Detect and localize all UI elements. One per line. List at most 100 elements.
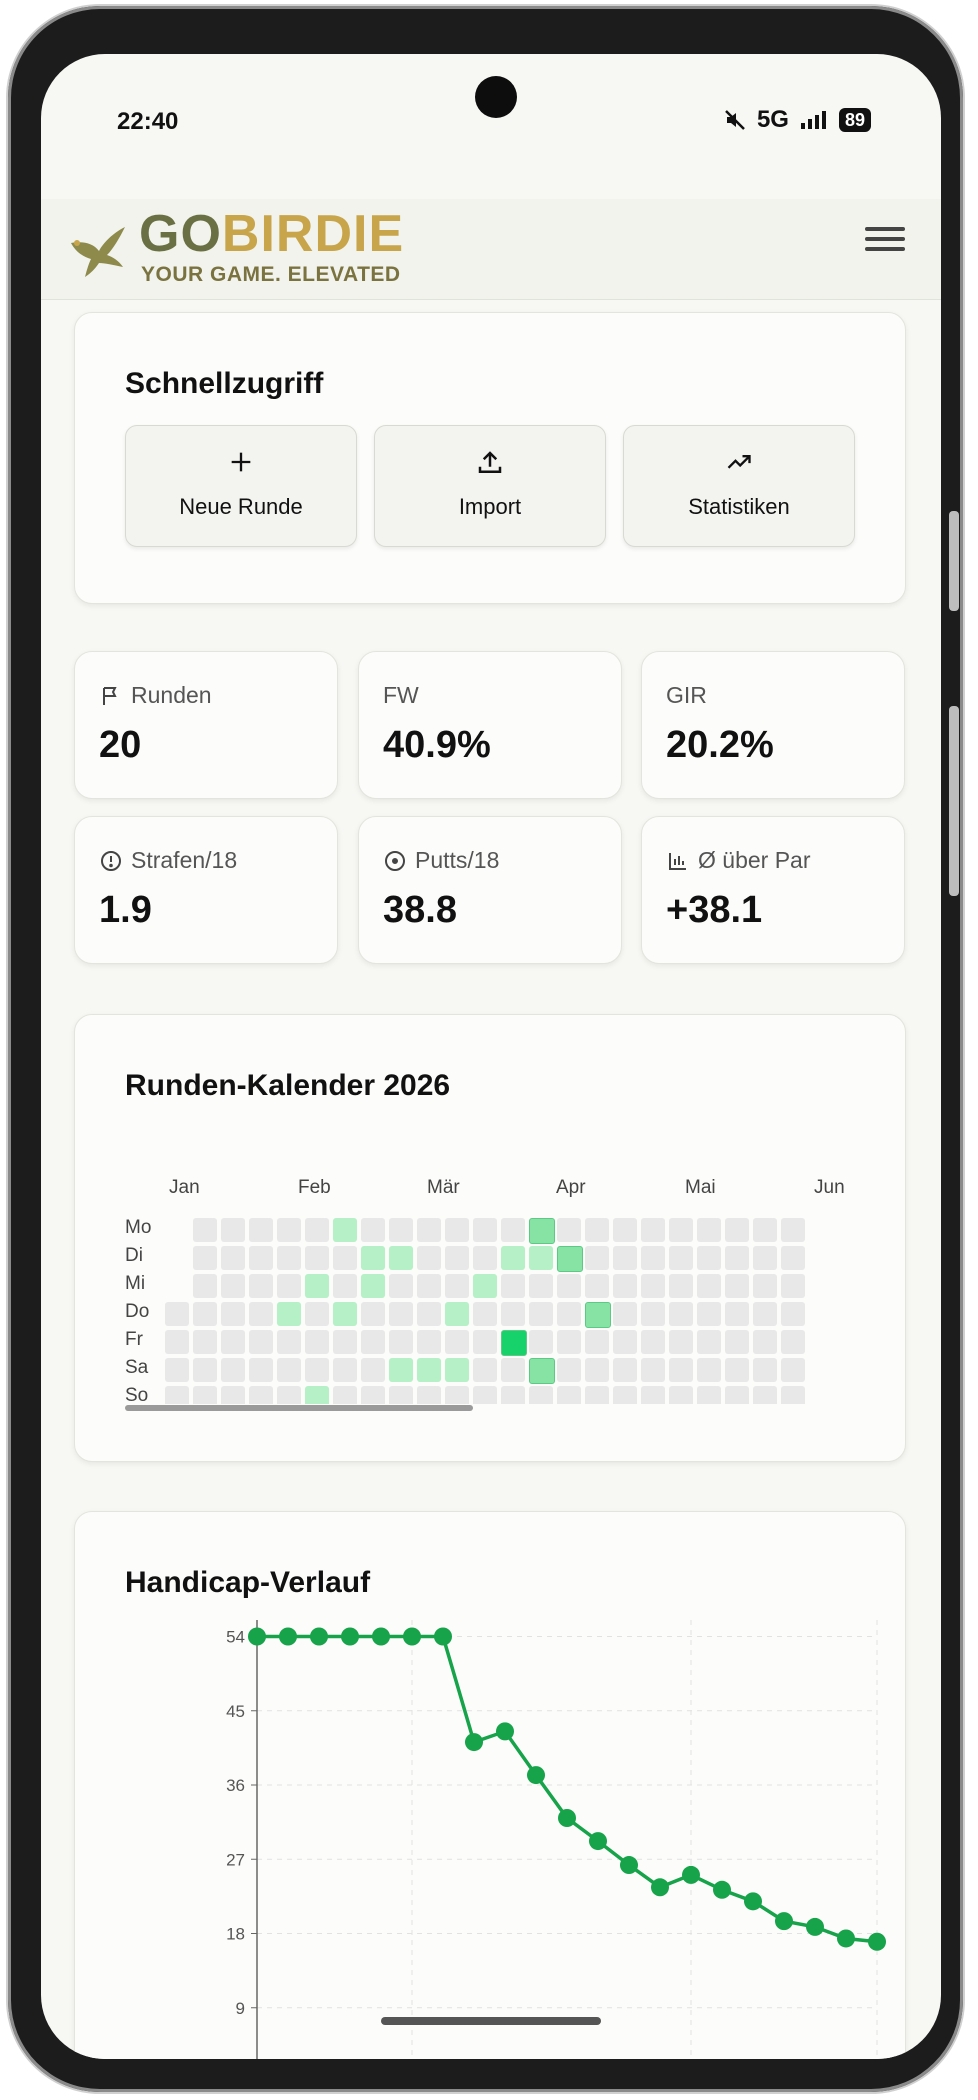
y-tick-label: 54 (226, 1628, 245, 1647)
day-label: Mo (125, 1217, 152, 1238)
calendar-day-cell (417, 1302, 441, 1326)
calendar-day-cell (613, 1386, 637, 1404)
stat-card-rounds: Runden 20 (74, 651, 338, 799)
calendar-day-cell (557, 1246, 583, 1272)
calendar-day-cell (445, 1274, 469, 1298)
calendar-day-cell (781, 1302, 805, 1326)
status-icons: 5G 89 (723, 106, 871, 134)
logo-tagline: YOUR GAME. ELEVATED (141, 263, 401, 286)
calendar-heatmap (165, 1218, 805, 1404)
calendar-day-cell (249, 1302, 273, 1326)
y-tick-label: 27 (226, 1850, 245, 1869)
handicap-data-point (589, 1832, 607, 1851)
calendar-day-cell (361, 1218, 385, 1242)
calendar-day-cell (473, 1358, 497, 1382)
calendar-day-cell (781, 1358, 805, 1382)
handicap-data-point (775, 1912, 793, 1931)
calendar-day-cell (221, 1386, 245, 1404)
calendar-day-cell (221, 1302, 245, 1326)
handicap-data-point (496, 1722, 514, 1741)
signal-icon (800, 111, 826, 129)
y-tick-label: 9 (236, 1999, 245, 2018)
calendar-day-cell (473, 1274, 497, 1298)
calendar-day-cell (417, 1358, 441, 1382)
handicap-data-point (372, 1627, 390, 1646)
statistics-button[interactable]: Statistiken (623, 425, 855, 547)
stat-value: 20 (99, 724, 142, 766)
calendar-day-cell (697, 1302, 721, 1326)
calendar-day-cell (501, 1246, 525, 1270)
calendar-day-cell (417, 1218, 441, 1242)
calendar-day-cell (389, 1246, 413, 1270)
bar-chart-icon (669, 852, 686, 870)
calendar-day-cell (501, 1386, 525, 1404)
calendar-day-cell (277, 1358, 301, 1382)
handicap-data-point (527, 1766, 545, 1785)
calendar-day-cell (725, 1218, 749, 1242)
calendar-day-cell (221, 1246, 245, 1270)
calendar-day-cell (725, 1274, 749, 1298)
calendar-day-cell (389, 1358, 413, 1382)
calendar-day-cell (333, 1358, 357, 1382)
calendar-day-cell (585, 1246, 609, 1270)
calendar-day-cell (501, 1218, 525, 1242)
calendar-day-cell (641, 1358, 665, 1382)
home-indicator[interactable] (381, 2017, 601, 2025)
calendar-day-cell (529, 1274, 553, 1298)
calendar-day-cell (585, 1358, 609, 1382)
month-label: Apr (556, 1177, 586, 1198)
stat-card-fairway: FW 40.9% (358, 651, 622, 799)
calendar-day-cell (193, 1302, 217, 1326)
network-label: 5G (756, 106, 789, 133)
stat-label: Putts/18 (415, 847, 500, 873)
stat-value: 40.9% (383, 724, 491, 766)
calendar-day-cell (417, 1246, 441, 1270)
calendar-day-cell (305, 1274, 329, 1298)
import-button[interactable]: Import (374, 425, 606, 547)
handicap-data-point (310, 1627, 328, 1646)
calendar-day-cell (221, 1358, 245, 1382)
calendar-day-cell (305, 1358, 329, 1382)
calendar-day-cell (221, 1274, 245, 1298)
calendar-title: Runden-Kalender 2026 (125, 1069, 451, 1102)
calendar-scrollbar[interactable] (125, 1405, 473, 1411)
calendar-day-cell (277, 1330, 301, 1354)
new-round-button[interactable]: Neue Runde (125, 425, 357, 547)
day-label: Fr (125, 1329, 143, 1350)
calendar-day-cell (165, 1358, 189, 1382)
statistics-label: Statistiken (688, 494, 790, 519)
stat-card-putts: Putts/18 38.8 (358, 816, 622, 964)
calendar-day-cell (445, 1330, 469, 1354)
calendar-day-cell (669, 1330, 693, 1354)
calendar-day-cell (669, 1386, 693, 1404)
month-label: Jan (169, 1177, 200, 1198)
calendar-day-cell (165, 1386, 189, 1404)
calendar-day-cell (725, 1330, 749, 1354)
calendar-day-cell (753, 1302, 777, 1326)
status-time: 22:40 (117, 108, 179, 135)
calendar-day-cell (445, 1218, 469, 1242)
screen: 22:40 5G 89 (41, 54, 941, 2059)
handicap-data-point (403, 1627, 421, 1646)
import-label: Import (458, 494, 522, 519)
calendar-day-cell (529, 1386, 553, 1404)
phone-frame: 22:40 5G 89 (8, 6, 963, 2092)
calendar-day-cell (501, 1330, 527, 1356)
calendar-day-cell (389, 1218, 413, 1242)
stat-card-penalties: Strafen/18 1.9 (74, 816, 338, 964)
calendar-day-cell (361, 1302, 385, 1326)
calendar-day-cell (697, 1274, 721, 1298)
calendar-day-cell (361, 1330, 385, 1354)
calendar-day-cell (669, 1358, 693, 1382)
handicap-line-chart: 091827364554Start25. Jan.04. Feb.17. Feb… (226, 1620, 886, 2059)
day-label: Di (125, 1245, 143, 1266)
hamburger-menu-icon[interactable] (865, 221, 905, 261)
calendar-day-cell (417, 1330, 441, 1354)
calendar-day-cell (669, 1274, 693, 1298)
calendar-day-cell (417, 1274, 441, 1298)
volume-button (949, 511, 959, 611)
calendar-day-cell (557, 1330, 581, 1354)
stat-label: GIR (666, 682, 707, 708)
status-bar: 22:40 5G 89 (41, 54, 941, 184)
calendar-day-cell (249, 1218, 273, 1242)
